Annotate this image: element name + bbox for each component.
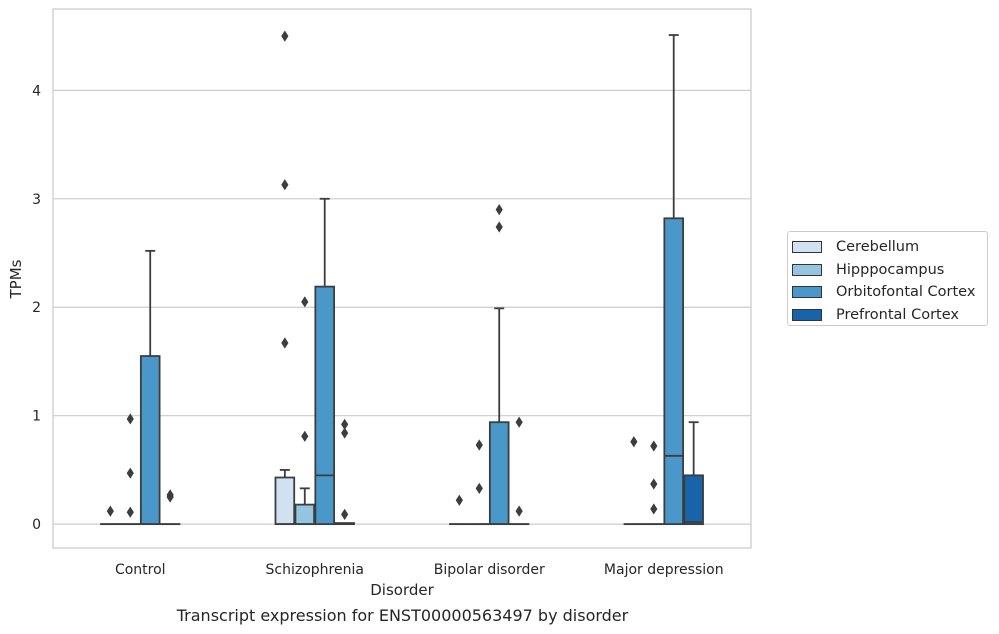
legend-swatch-orbitofrontal — [792, 286, 822, 299]
x-tick-label: Schizophrenia — [266, 562, 364, 578]
box-iqr — [663, 217, 684, 526]
outlier-point — [281, 337, 289, 349]
y-tick-label: 1 — [32, 409, 41, 425]
box-group — [663, 34, 684, 526]
box-iqr — [139, 355, 161, 526]
outlier-point — [126, 467, 134, 479]
outlier-point — [166, 491, 174, 503]
box-iqr — [274, 476, 296, 526]
legend-label-hippocampus: Hipppocampus — [836, 261, 945, 278]
legend-swatch-hippocampus — [792, 263, 822, 276]
box-group — [314, 197, 335, 526]
legend-item-hippocampus: Hipppocampus — [792, 259, 987, 282]
outlier-point — [341, 418, 349, 430]
outlier-point — [106, 505, 114, 517]
legend-swatch-cerebellum — [792, 241, 822, 254]
outlier-point — [630, 436, 638, 448]
y-tick-label: 3 — [32, 192, 41, 208]
outlier-point — [341, 427, 349, 439]
outlier-point — [475, 439, 483, 451]
boxes — [100, 34, 704, 526]
y-tick-label: 2 — [32, 300, 41, 316]
outlier-point — [650, 440, 658, 452]
x-tick-label: Major depression — [604, 562, 724, 578]
box-group — [294, 487, 316, 526]
legend-item-orbitofrontal: Orbitofontal Cortex — [792, 281, 987, 304]
x-axis-label: Disorder — [370, 581, 434, 599]
y-tick-label: 4 — [32, 83, 41, 99]
outlier-point — [281, 30, 289, 42]
outlier-point — [515, 416, 523, 428]
box-group — [488, 307, 510, 526]
legend-label-prefrontal: Prefrontal Cortex — [836, 306, 959, 323]
chart-caption: Transcript expression for ENST0000056349… — [176, 606, 629, 625]
outlier-point — [301, 430, 309, 442]
outliers — [106, 30, 658, 520]
outlier-point — [495, 221, 503, 233]
legend-item-cerebellum: Cerebellum — [792, 236, 987, 259]
legend-label-orbitofrontal: Orbitofontal Cortex — [836, 284, 976, 301]
chart-svg: 0 1 2 3 4 Control Schizophrenia Bipolar disord… — [7, 8, 752, 599]
outlier-point — [495, 204, 503, 216]
outlier-point — [650, 478, 658, 490]
outlier-point — [650, 503, 658, 515]
box-iqr — [488, 421, 510, 526]
box-iqr — [683, 474, 704, 526]
legend-item-prefrontal: Prefrontal Cortex — [792, 304, 987, 327]
outlier-point — [281, 179, 289, 191]
outlier-point — [455, 494, 463, 506]
x-tick-label: Control — [115, 562, 166, 578]
box-group — [139, 249, 161, 526]
legend-label-cerebellum: Cerebellum — [836, 239, 920, 256]
box-iqr — [314, 285, 335, 526]
x-tick-labels: Control Schizophrenia Bipolar disorder Majo… — [115, 562, 724, 578]
box-iqr — [294, 503, 316, 526]
outlier-point — [515, 505, 523, 517]
plot-frame — [52, 8, 752, 549]
x-tick-label: Bipolar disorder — [434, 562, 545, 578]
legend: Cerebellum Hipppocampus Orbitofontal Cor… — [787, 231, 988, 326]
box-group — [334, 522, 355, 526]
outlier-point — [475, 482, 483, 494]
box-group — [683, 421, 704, 526]
outlier-point — [301, 296, 309, 308]
legend-swatch-prefrontal — [792, 308, 822, 321]
outlier-point — [126, 413, 134, 425]
outlier-point — [341, 508, 349, 520]
box-group — [274, 469, 296, 526]
outlier-point — [126, 506, 134, 518]
y-tick-labels: 0 1 2 3 4 — [32, 83, 41, 533]
y-tick-label: 0 — [32, 517, 41, 533]
y-axis-label: TPMs — [7, 259, 25, 299]
